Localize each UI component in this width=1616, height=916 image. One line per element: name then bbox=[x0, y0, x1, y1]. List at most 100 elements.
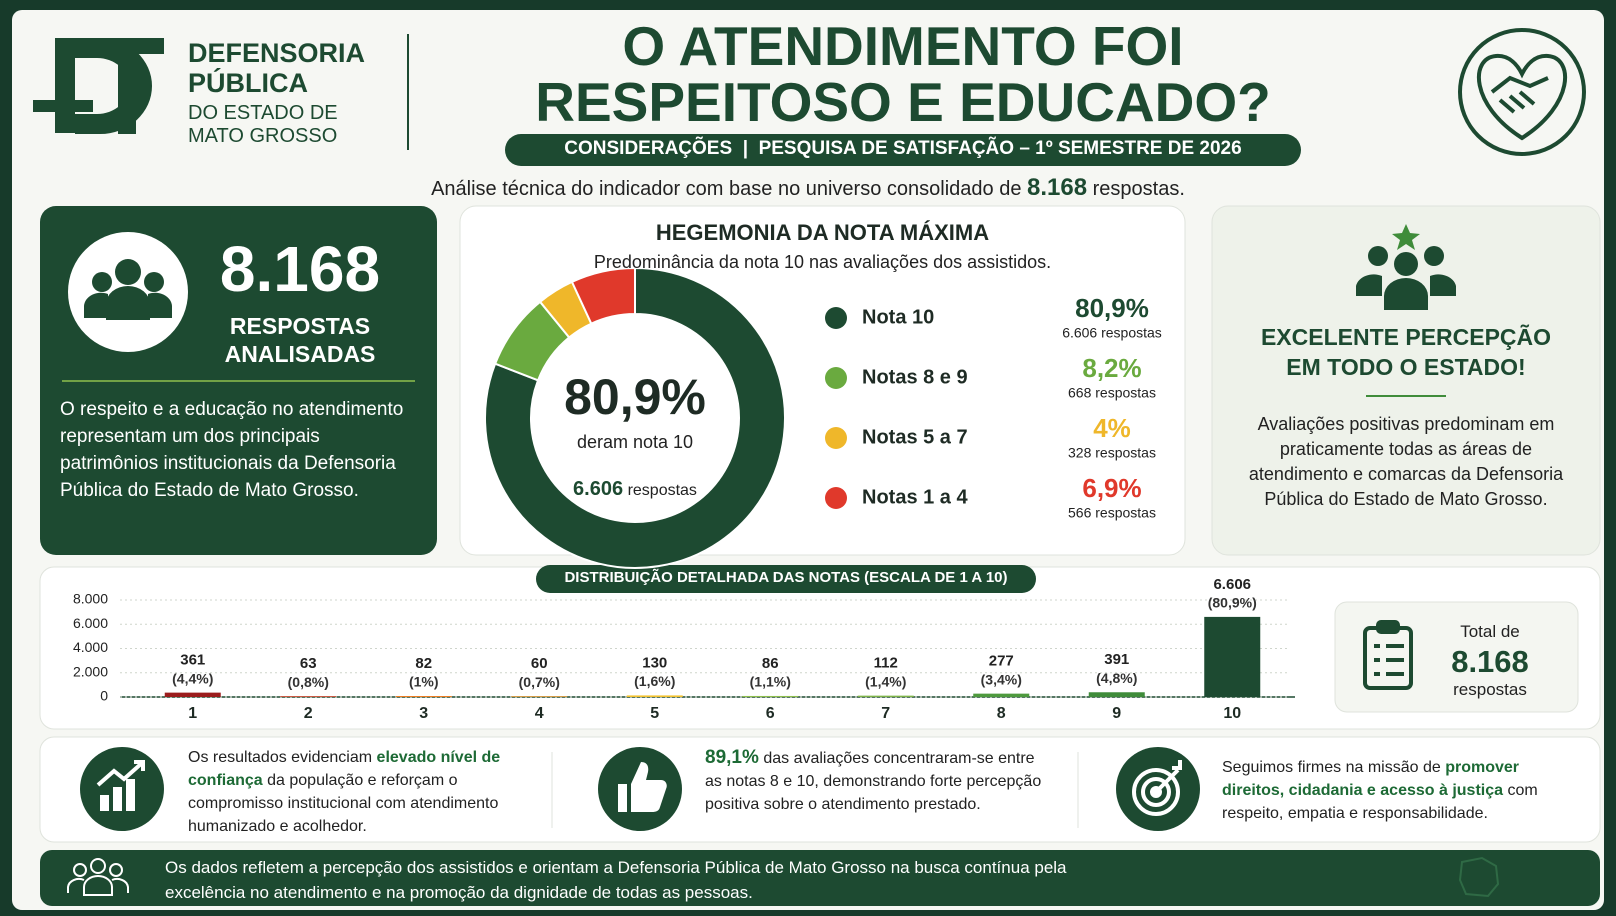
org-line: MATO GROSSO bbox=[188, 125, 338, 147]
x-tick-label: 6 bbox=[766, 705, 775, 722]
star bbox=[1392, 224, 1420, 250]
growth-icon bbox=[96, 760, 145, 811]
body bbox=[67, 875, 129, 896]
clip bbox=[1376, 620, 1400, 634]
summary-total: 8.168 bbox=[219, 233, 381, 305]
summary-label: RESPOSTAS ANALISADAS bbox=[200, 312, 400, 368]
banner-text: CONSIDERAÇÕES | PESQUISA DE SATISFAÇÃO –… bbox=[564, 138, 1242, 159]
intro-text: Análise técnica do indicador com base no… bbox=[431, 178, 1022, 200]
title-line: RESPEITOSO E EDUCADO? bbox=[535, 71, 1271, 133]
clipboard-icon bbox=[1363, 620, 1413, 690]
legend-label: Notas 1 a 4 bbox=[862, 486, 968, 508]
body bbox=[106, 286, 150, 320]
bar bbox=[857, 695, 914, 697]
y-tick-label: 2.000 bbox=[73, 663, 108, 679]
share-label: (1,4%) bbox=[865, 673, 906, 689]
center-value: 80,9% bbox=[564, 369, 706, 425]
count-label: 566 respostas bbox=[1068, 505, 1156, 521]
count-label: 668 respostas bbox=[1068, 385, 1156, 401]
bar bbox=[973, 693, 1030, 697]
insight-highlight: elevado nível de confiança bbox=[188, 749, 501, 789]
center-label: deram nota 10 bbox=[576, 432, 694, 452]
org-line: DEFENSORIA bbox=[188, 38, 366, 68]
ring bbox=[1141, 777, 1171, 807]
insight-highlight: 89,1% bbox=[705, 747, 759, 768]
insight: Seguimos firmes na missão de promover di… bbox=[1222, 756, 1572, 825]
lines bbox=[1374, 644, 1404, 676]
logo-stroke bbox=[92, 38, 164, 54]
org-line: DO ESTADO DE bbox=[188, 102, 338, 124]
value-label: 82 bbox=[415, 655, 432, 672]
summary-text: O respeito e a educação no atendimento r… bbox=[60, 399, 404, 501]
legend-label: Notas 8 e 9 bbox=[862, 366, 968, 388]
legend-marker bbox=[825, 427, 847, 449]
arrow bbox=[96, 760, 145, 787]
legend-marker bbox=[825, 487, 847, 509]
value-label: 391 bbox=[1104, 651, 1129, 668]
bar bbox=[1204, 616, 1261, 697]
total-unit: respostas bbox=[1453, 680, 1527, 699]
x-tick-label: 10 bbox=[1223, 705, 1241, 722]
legend-label: Nota 10 bbox=[862, 306, 934, 328]
value-label: 63 bbox=[300, 655, 317, 672]
center-count: 6.606 respostas bbox=[535, 478, 735, 501]
value-label: 112 bbox=[874, 655, 898, 672]
thumbs-up-icon bbox=[618, 762, 667, 812]
legend-marker bbox=[825, 367, 847, 389]
bar bbox=[626, 695, 683, 697]
org-line: PÚBLICA bbox=[188, 68, 308, 98]
bar-icon bbox=[126, 779, 135, 811]
intro-text: respostas. bbox=[1092, 178, 1185, 200]
logo-stroke bbox=[118, 54, 136, 134]
title-line: O ATENDIMENTO FOI bbox=[622, 15, 1184, 77]
x-tick-label: 5 bbox=[650, 705, 659, 722]
head bbox=[73, 863, 87, 877]
share-label: (1%) bbox=[409, 674, 439, 690]
people-outline-icon bbox=[67, 858, 129, 896]
share-label: (1,1%) bbox=[750, 674, 791, 690]
value-label: 60 bbox=[531, 655, 548, 672]
share-label: (3,4%) bbox=[981, 671, 1022, 687]
count-label: 6.606 respostas bbox=[1062, 325, 1162, 341]
intro: Análise técnica do indicador com base no… bbox=[300, 174, 1316, 202]
target-icon bbox=[1132, 760, 1182, 816]
value-label: 277 bbox=[989, 653, 1014, 670]
people-icon bbox=[84, 259, 172, 320]
bar bbox=[742, 695, 799, 697]
pie-title: HEGEMONIA DA NOTA MÁXIMA bbox=[655, 220, 990, 245]
perception-card bbox=[1211, 205, 1601, 556]
pie-segment bbox=[484, 266, 786, 569]
x-tick-label: 9 bbox=[1112, 705, 1121, 722]
value-label: 80,9% bbox=[1075, 293, 1149, 323]
head bbox=[109, 863, 123, 877]
insight-text: Seguimos firmes na missão de bbox=[1222, 759, 1441, 776]
share-label: (4,4%) bbox=[172, 670, 213, 686]
perception-title-line: EXCELENTE PERCEPÇÃO bbox=[1260, 324, 1552, 350]
footer-text: Os dados refletem a percepção dos assist… bbox=[165, 858, 1067, 902]
ring bbox=[1132, 768, 1180, 816]
total-label: Total de bbox=[1460, 622, 1520, 641]
head bbox=[1424, 246, 1444, 266]
x-tick-label: 3 bbox=[419, 705, 428, 722]
total-value: 8.168 bbox=[1451, 644, 1529, 679]
bar bbox=[280, 696, 337, 697]
insight-highlight: promover direitos, cidadania e acesso à … bbox=[1222, 759, 1520, 799]
insight: Os resultados evidenciam elevado nível d… bbox=[188, 746, 518, 838]
y-tick-label: 4.000 bbox=[73, 639, 108, 655]
head bbox=[115, 259, 141, 285]
bar bbox=[395, 696, 452, 697]
head bbox=[92, 272, 112, 292]
share-label: (4,8%) bbox=[1096, 670, 1137, 686]
x-tick-label: 4 bbox=[535, 705, 544, 722]
logo-stroke bbox=[55, 38, 75, 133]
insight-text: das avaliações concentraram-se entre as … bbox=[705, 750, 1042, 813]
head bbox=[144, 272, 164, 292]
state-map bbox=[1458, 856, 1500, 898]
heart bbox=[1476, 53, 1568, 141]
body bbox=[84, 292, 172, 318]
legend-label: Notas 5 a 7 bbox=[862, 426, 968, 448]
bar-icon bbox=[113, 787, 122, 811]
insights-card bbox=[39, 736, 1601, 843]
